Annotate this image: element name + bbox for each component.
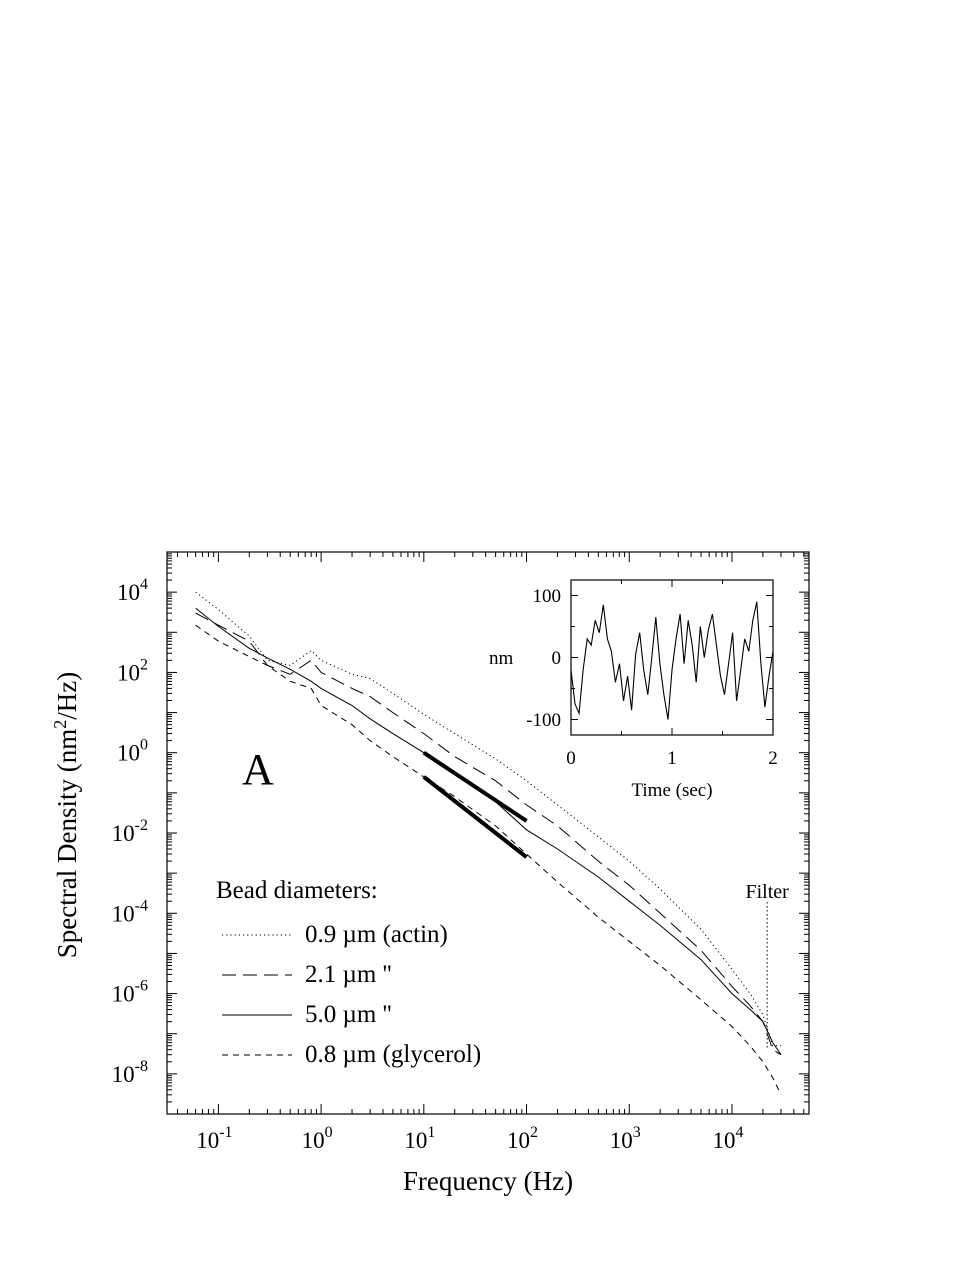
x-tick-label: 104: [712, 1124, 743, 1153]
inset-axis-ticks: [570, 580, 774, 735]
y-tick-label: 10-4: [112, 897, 148, 926]
reference-line-2: [422, 775, 528, 859]
inset-series-line: [570, 601, 774, 720]
inset-chart: 100 0 -100 nm 0 1 2 Time (sec): [489, 579, 778, 801]
inset-x-label: Time (sec): [631, 780, 712, 801]
inset-y-tick-100: 100: [533, 586, 562, 607]
inset-plot-frame: [570, 579, 774, 736]
x-axis-label: Frequency (Hz): [403, 1166, 573, 1196]
inset-y-label: nm: [489, 648, 514, 669]
inset-x-tick-0: 0: [566, 748, 576, 769]
reference-line-1: [422, 751, 528, 823]
y-axis-label-sup: 2: [50, 720, 70, 729]
series-line-2: [195, 612, 782, 1056]
inset-y-tick-neg100: -100: [526, 710, 561, 731]
y-tick-label: 104: [117, 576, 148, 605]
legend-label-4: 0.8 µm (glycerol): [305, 1041, 481, 1068]
y-axis-label-tail: /Hz): [52, 672, 82, 720]
legend-label-2: 2.1 µm '': [305, 961, 392, 988]
y-tick-label: 10-2: [112, 817, 148, 846]
y-tick-label: 102: [117, 656, 148, 685]
y-tick-label: 100: [117, 737, 148, 766]
y-tick-label: 10-8: [112, 1058, 148, 1087]
panel-label: A: [242, 745, 274, 794]
y-axis-label: Spectral Density (nm2/Hz): [50, 672, 82, 958]
y-axis-label-base: Spectral Density (nm: [52, 729, 82, 958]
legend-label-3: 5.0 µm '': [305, 1001, 392, 1028]
x-tick-label: 102: [507, 1124, 538, 1153]
x-tick-label: 101: [404, 1124, 435, 1153]
inset-y-tick-0: 0: [552, 648, 562, 669]
legend: Bead diameters: 0.9 µm (actin) 2.1 µm '' 5…: [216, 877, 481, 1068]
legend-label-1: 0.9 µm (actin): [305, 921, 448, 948]
inset-x-tick-2: 2: [768, 748, 778, 769]
inset-x-tick-1: 1: [667, 748, 677, 769]
legend-title: Bead diameters:: [216, 877, 378, 904]
x-tick-label: 10-1: [196, 1124, 232, 1153]
filter-label: Filter: [745, 881, 789, 903]
x-tick-label: 100: [302, 1124, 333, 1153]
main-tick-labels: 10-1 100 101 102 103 10410410210010-210-410-6…: [112, 576, 744, 1153]
y-tick-label: 10-6: [112, 978, 148, 1007]
inset-trace: [570, 601, 774, 720]
slope-reference-lines: [422, 751, 528, 859]
x-tick-label: 103: [610, 1124, 641, 1153]
main-axis-ticks: [167, 551, 809, 1115]
